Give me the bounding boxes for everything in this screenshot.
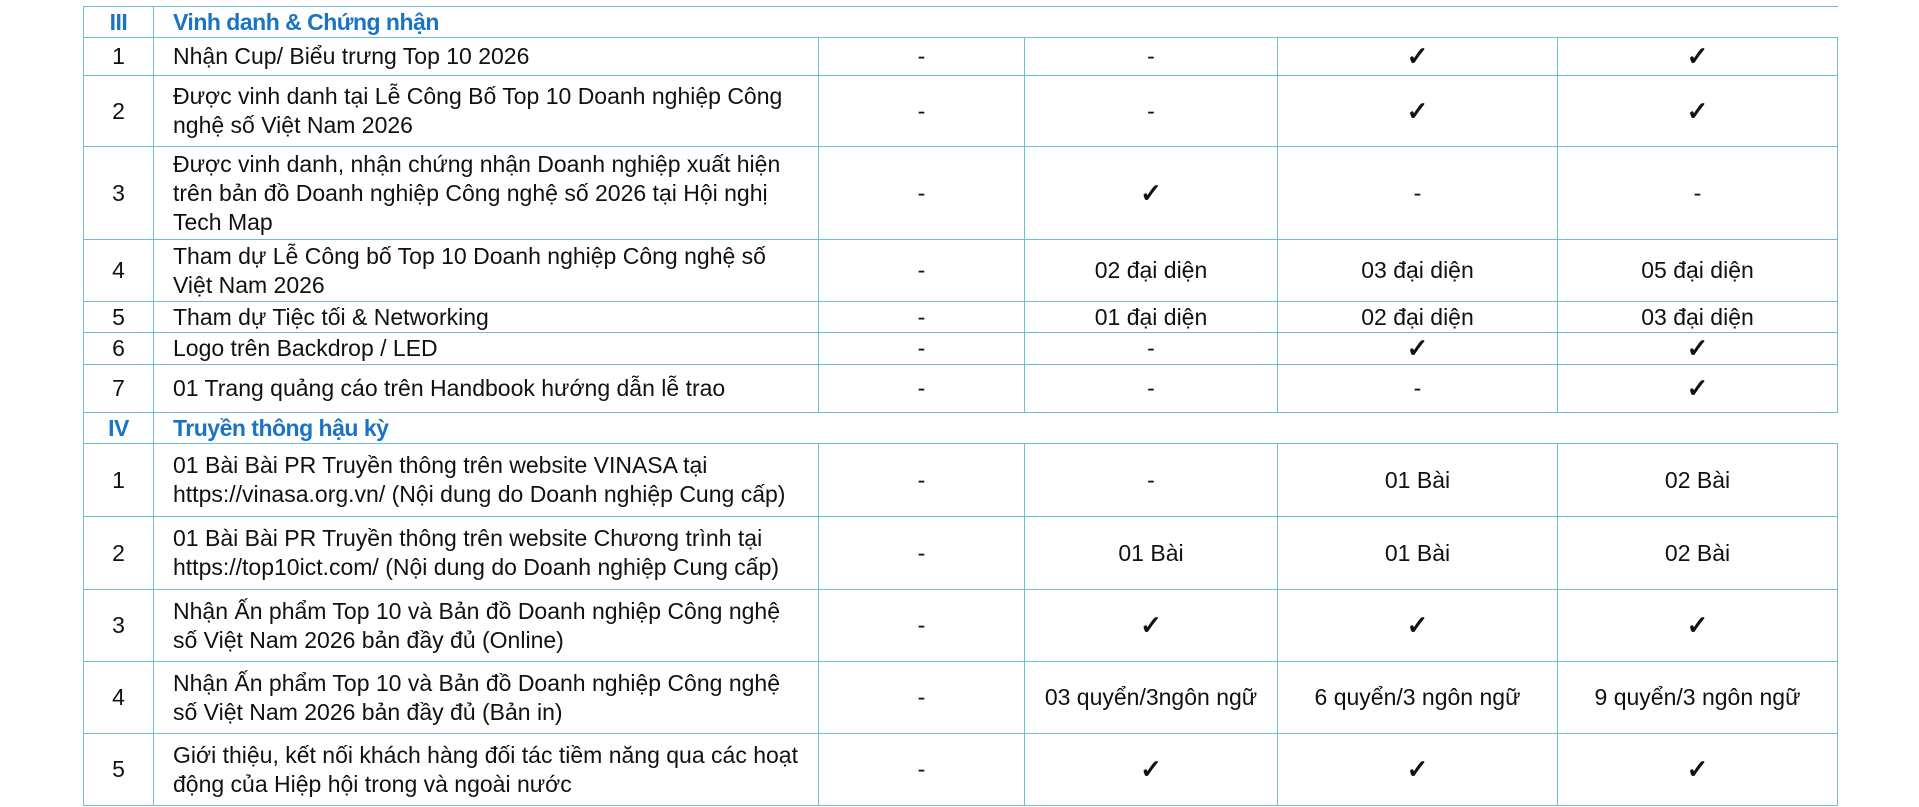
- package-value: 9 quyển/3 ngôn ngữ: [1556, 661, 1839, 734]
- row-number: 7: [83, 364, 154, 413]
- benefit-description: Tham dự Tiệc tối & Networking: [153, 301, 819, 333]
- table-row: 6 Logo trên Backdrop / LED - - ✓ ✓: [83, 332, 1839, 365]
- table-row: 4 Nhận Ấn phẩm Top 10 và Bản đồ Doanh ng…: [83, 661, 1839, 734]
- checkmark-icon: ✓: [1556, 364, 1839, 413]
- not-included-dash: -: [818, 733, 1025, 806]
- row-number: 2: [83, 516, 154, 590]
- not-included-dash: -: [1556, 146, 1839, 240]
- not-included-dash: -: [818, 75, 1025, 147]
- section-title: Truyền thông hậu kỳ: [152, 412, 1838, 444]
- checkmark-icon: ✓: [1556, 75, 1839, 147]
- benefit-description: Nhận Cup/ Biểu trưng Top 10 2026: [153, 37, 819, 76]
- benefit-description: 01 Bài Bài PR Truyền thông trên website …: [153, 516, 819, 590]
- row-number: 1: [83, 37, 154, 76]
- checkmark-icon: ✓: [1556, 37, 1839, 76]
- benefit-description: Giới thiệu, kết nối khách hàng đối tác t…: [153, 733, 819, 806]
- section-header-row: III Vinh danh & Chứng nhận: [83, 6, 1838, 38]
- not-included-dash: -: [818, 443, 1025, 517]
- benefit-description: Tham dự Lễ Công bố Top 10 Doanh nghiệp C…: [153, 239, 819, 302]
- package-value: 03 đại diện: [1556, 301, 1839, 333]
- table-row: 5 Giới thiệu, kết nối khách hàng đối tác…: [83, 733, 1839, 806]
- not-included-dash: -: [818, 239, 1025, 302]
- row-number: 2: [83, 75, 154, 147]
- benefit-description: Được vinh danh tại Lễ Công Bố Top 10 Doa…: [153, 75, 819, 147]
- row-number: 1: [83, 443, 154, 517]
- row-number: 5: [83, 733, 154, 806]
- checkmark-icon: ✓: [1024, 589, 1278, 662]
- row-number: 3: [83, 589, 154, 662]
- package-value: 01 Bài: [1277, 516, 1558, 590]
- table-row: 4 Tham dự Lễ Công bố Top 10 Doanh nghiệp…: [83, 239, 1839, 302]
- package-value: 03 quyển/3ngôn ngữ: [1024, 661, 1278, 734]
- not-included-dash: -: [1024, 364, 1278, 413]
- not-included-dash: -: [818, 589, 1025, 662]
- not-included-dash: -: [818, 661, 1025, 734]
- package-value: 02 Bài: [1556, 443, 1839, 517]
- table-row: 7 01 Trang quảng cáo trên Handbook hướng…: [83, 364, 1839, 413]
- not-included-dash: -: [818, 364, 1025, 413]
- table-row: 3 Được vinh danh, nhận chứng nhận Doanh …: [83, 146, 1839, 240]
- package-value: 02 đại diện: [1277, 301, 1558, 333]
- package-value: 01 Bài: [1024, 516, 1278, 590]
- not-included-dash: -: [1024, 37, 1278, 76]
- section-header-row: IV Truyền thông hậu kỳ: [83, 412, 1838, 444]
- not-included-dash: -: [818, 301, 1025, 333]
- checkmark-icon: ✓: [1556, 733, 1839, 806]
- checkmark-icon: ✓: [1277, 733, 1558, 806]
- benefit-description: 01 Bài Bài PR Truyền thông trên website …: [153, 443, 819, 517]
- table-row: 2 Được vinh danh tại Lễ Công Bố Top 10 D…: [83, 75, 1839, 147]
- not-included-dash: -: [1024, 75, 1278, 147]
- checkmark-icon: ✓: [1277, 75, 1558, 147]
- benefit-description: Được vinh danh, nhận chứng nhận Doanh ng…: [153, 146, 819, 240]
- checkmark-icon: ✓: [1277, 37, 1558, 76]
- row-number: 4: [83, 661, 154, 734]
- benefit-description: Nhận Ấn phẩm Top 10 và Bản đồ Doanh nghi…: [153, 661, 819, 734]
- table-row: 5 Tham dự Tiệc tối & Networking -01 đại d…: [83, 301, 1839, 333]
- not-included-dash: -: [1277, 364, 1558, 413]
- not-included-dash: -: [818, 332, 1025, 365]
- package-value: 01 Bài: [1277, 443, 1558, 517]
- package-value: 03 đại diện: [1277, 239, 1558, 302]
- checkmark-icon: ✓: [1024, 733, 1278, 806]
- section-number: IV: [83, 412, 154, 444]
- table-row: 1 01 Bài Bài PR Truyền thông trên websit…: [83, 443, 1839, 517]
- checkmark-icon: ✓: [1277, 589, 1558, 662]
- row-number: 3: [83, 146, 154, 240]
- section-title: Vinh danh & Chứng nhận: [152, 6, 1838, 38]
- not-included-dash: -: [1024, 332, 1278, 365]
- benefits-table: III Vinh danh & Chứng nhận 1 Nhận Cup/ Bi…: [83, 6, 1839, 806]
- row-number: 5: [83, 301, 154, 333]
- package-value: 05 đại diện: [1556, 239, 1839, 302]
- row-number: 4: [83, 239, 154, 302]
- table-row: 1 Nhận Cup/ Biểu trưng Top 10 2026- - ✓ ✓: [83, 37, 1839, 76]
- not-included-dash: -: [1277, 146, 1558, 240]
- benefit-description: Nhận Ấn phẩm Top 10 và Bản đồ Doanh nghi…: [153, 589, 819, 662]
- package-value: 02 đại diện: [1024, 239, 1278, 302]
- table-row: 3 Nhận Ấn phẩm Top 10 và Bản đồ Doanh ng…: [83, 589, 1839, 662]
- not-included-dash: -: [1024, 443, 1278, 517]
- benefit-description: 01 Trang quảng cáo trên Handbook hướng d…: [153, 364, 819, 413]
- package-value: 01 đại diện: [1024, 301, 1278, 333]
- benefit-description: Logo trên Backdrop / LED: [153, 332, 819, 365]
- not-included-dash: -: [818, 146, 1025, 240]
- not-included-dash: -: [818, 516, 1025, 590]
- table-row: 2 01 Bài Bài PR Truyền thông trên websit…: [83, 516, 1839, 590]
- checkmark-icon: ✓: [1024, 146, 1278, 240]
- checkmark-icon: ✓: [1556, 589, 1839, 662]
- package-value: 6 quyển/3 ngôn ngữ: [1277, 661, 1558, 734]
- row-number: 6: [83, 332, 154, 365]
- not-included-dash: -: [818, 37, 1025, 76]
- section-number: III: [83, 6, 154, 38]
- package-value: 02 Bài: [1556, 516, 1839, 590]
- checkmark-icon: ✓: [1277, 332, 1558, 365]
- checkmark-icon: ✓: [1556, 332, 1839, 365]
